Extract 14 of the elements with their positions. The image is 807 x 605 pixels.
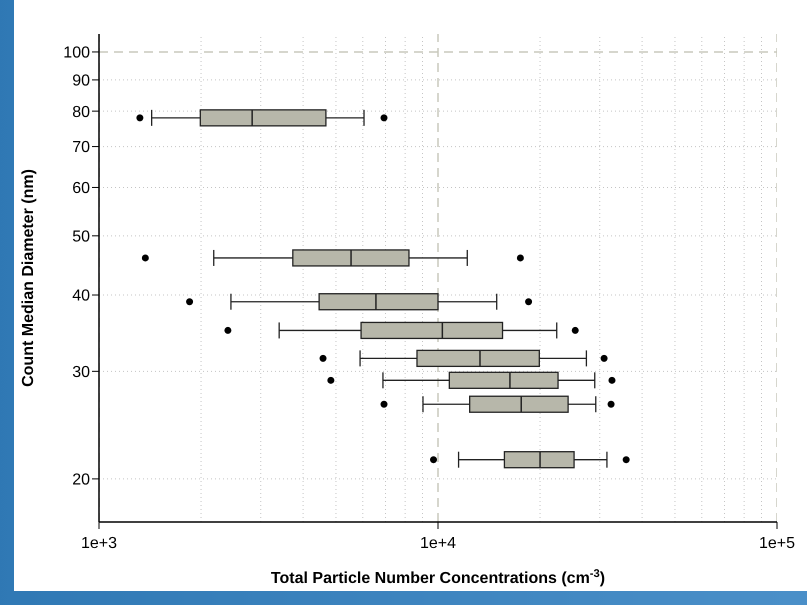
x-axis-title: Total Particle Number Concentrations (cm$^{-3}$) <box>270 568 606 587</box>
y-tick-label: 20 <box>72 472 90 489</box>
y-tick-label: 70 <box>72 139 90 156</box>
y-tick-label: 90 <box>72 72 90 90</box>
y-tick-label: 40 <box>72 288 90 305</box>
y-tick-label: 50 <box>72 228 90 246</box>
y-axis-title: Count Median Diameter (nm) <box>20 169 37 387</box>
y-tick-label: 60 <box>72 180 90 198</box>
x-tick-label: 1e+5 <box>758 535 796 552</box>
y-tick-label: 100 <box>63 44 90 62</box>
y-tick-label: 80 <box>72 104 90 121</box>
x-tick-label: 1e+4 <box>420 535 456 552</box>
y-tick-label: 30 <box>72 364 90 382</box>
x-tick-label: 1e+3 <box>80 535 118 552</box>
